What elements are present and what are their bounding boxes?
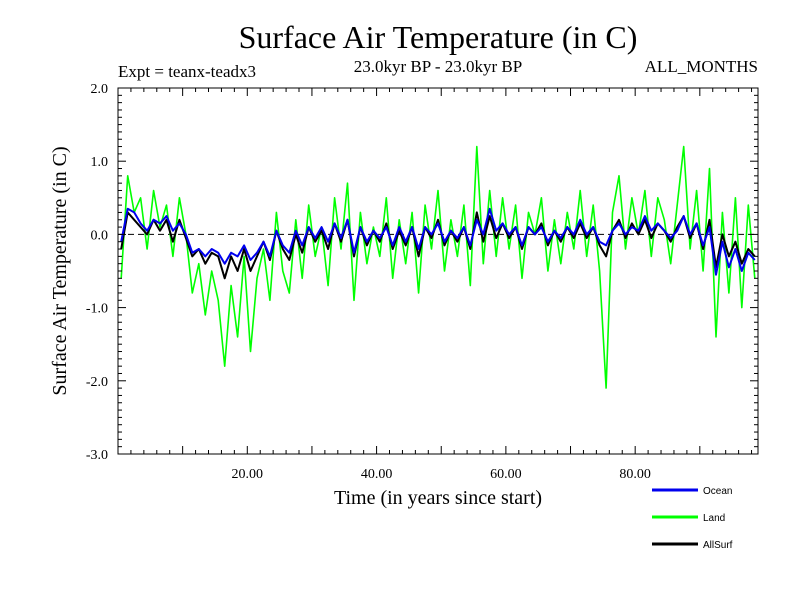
legend: Ocean Land AllSurf: [652, 486, 733, 551]
y-tick-label: 2.0: [91, 82, 109, 97]
x-tick-label: 60.00: [490, 467, 522, 482]
y-tick-label: 1.0: [91, 155, 109, 170]
legend-label-ocean: Ocean: [703, 486, 732, 497]
x-tick-label: 80.00: [619, 467, 651, 482]
series-line-allsurf: [120, 211, 756, 280]
y-tick-label: -1.0: [86, 302, 108, 317]
x-axis-label: Time (in years since start): [334, 487, 542, 509]
legend-label-land: Land: [703, 513, 725, 524]
plot-frame: [117, 87, 759, 455]
tick-layer: [118, 87, 758, 455]
x-tick-label: 40.00: [361, 467, 393, 482]
y-tick-label: 0.0: [91, 228, 109, 243]
series-line-ocean: [120, 207, 756, 276]
y-tick-label: -3.0: [86, 448, 108, 463]
series-layer: [120, 145, 756, 389]
y-axis-label: Surface Air Temperature (in C): [49, 146, 71, 395]
chart-subtitle-right: ALL_MONTHS: [645, 57, 758, 76]
y-tick-label: -2.0: [86, 375, 108, 390]
chart-subtitle-center: 23.0kyr BP - 23.0kyr BP: [354, 57, 522, 76]
y-tick-labels: -3.0 -2.0 -1.0 0.0 1.0 2.0: [86, 82, 108, 463]
series-line-land: [120, 145, 756, 389]
chart-subtitle-left: Expt = teanx-teadx3: [118, 62, 256, 81]
x-tick-labels: 20.00 40.00 60.00 80.00: [232, 467, 651, 482]
legend-label-allsurf: AllSurf: [703, 540, 733, 551]
x-tick-label: 20.00: [232, 467, 264, 482]
chart-title: Surface Air Temperature (in C): [239, 19, 638, 55]
